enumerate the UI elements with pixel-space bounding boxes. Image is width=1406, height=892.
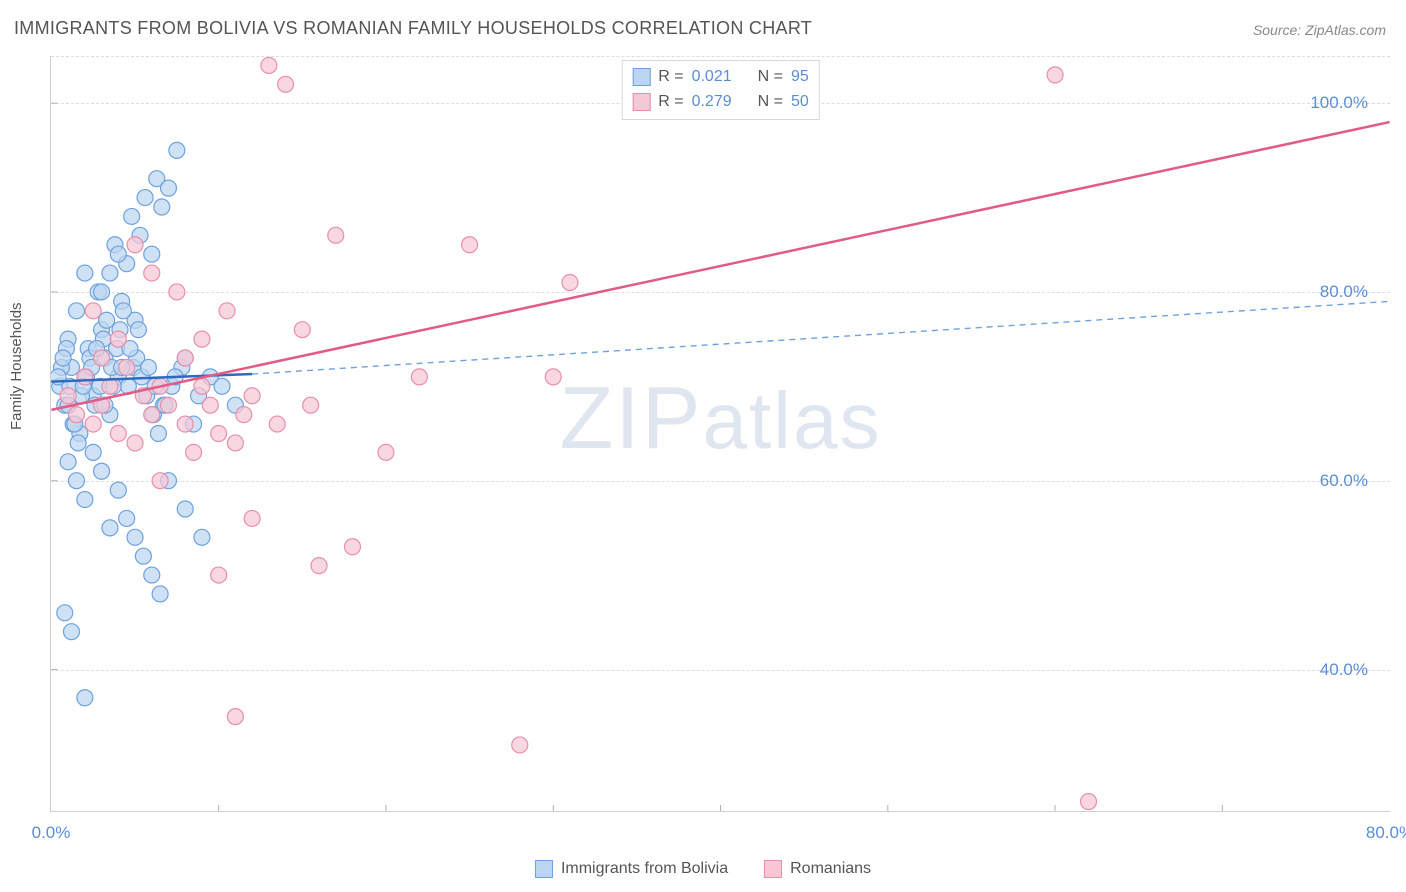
legend-R-label: R = <box>658 65 683 90</box>
plot-area: ZIPatlas 100.0% 80.0% 60.0% 40.0% 0.0% 8… <box>50 56 1390 812</box>
swatch-pink <box>632 93 650 111</box>
legend-item-pink: Romanians <box>764 860 871 878</box>
swatch-pink <box>764 860 782 878</box>
legend-series: Immigrants from Bolivia Romanians <box>527 858 879 880</box>
legend-label-blue: Immigrants from Bolivia <box>561 860 728 878</box>
chart-title: IMMIGRANTS FROM BOLIVIA VS ROMANIAN FAMI… <box>14 18 812 39</box>
swatch-blue <box>535 860 553 878</box>
legend-R-pink: 0.279 <box>692 90 732 115</box>
legend-R-blue: 0.021 <box>692 65 732 90</box>
legend-N-blue: 95 <box>791 65 809 90</box>
legend-item-blue: Immigrants from Bolivia <box>535 860 728 878</box>
swatch-blue <box>632 68 650 86</box>
legend-row-pink: R = 0.279 N = 50 <box>632 90 809 115</box>
legend-label-pink: Romanians <box>790 860 871 878</box>
x-tick-label: 0.0% <box>32 823 71 843</box>
legend-row-blue: R = 0.021 N = 95 <box>632 65 809 90</box>
legend-N-pink: 50 <box>791 90 809 115</box>
correlation-chart: IMMIGRANTS FROM BOLIVIA VS ROMANIAN FAMI… <box>0 0 1406 892</box>
legend-N-label: N = <box>758 65 783 90</box>
legend-R-label: R = <box>658 90 683 115</box>
plot-svg <box>51 56 1390 811</box>
x-tick-label: 80.0% <box>1366 823 1406 843</box>
legend-stats: R = 0.021 N = 95 R = 0.279 N = 50 <box>621 60 820 120</box>
legend-N-label: N = <box>758 90 783 115</box>
source-label: Source: ZipAtlas.com <box>1253 22 1386 38</box>
y-axis-label: Family Households <box>8 302 25 430</box>
